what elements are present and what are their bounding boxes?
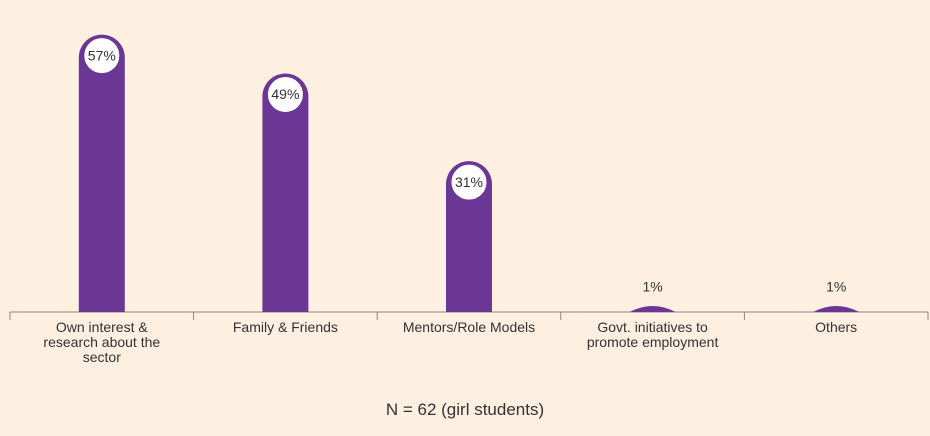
value-label-badge (81, 35, 123, 77)
chart-note: N = 62 (girl students) (385, 400, 545, 419)
x-tick-label: Family & Friends (232, 319, 338, 335)
value-label-badge (448, 161, 490, 203)
value-label-badge (264, 74, 306, 116)
value-label: 31% (455, 174, 483, 190)
x-tick-label: Mentors/Role Models (402, 319, 536, 335)
bar (78, 34, 125, 312)
value-label: 1% (826, 279, 846, 295)
value-label: 57% (88, 47, 116, 63)
bar (629, 306, 676, 312)
value-label: 49% (271, 86, 299, 102)
x-tick-label: Govt. initiatives to promote employment (586, 319, 719, 350)
x-tick-label: Own interest & research about the sector (43, 319, 161, 365)
bar (262, 73, 309, 312)
value-label: 1% (642, 279, 662, 295)
bar (813, 306, 860, 312)
x-tick-label: Others (815, 319, 858, 335)
